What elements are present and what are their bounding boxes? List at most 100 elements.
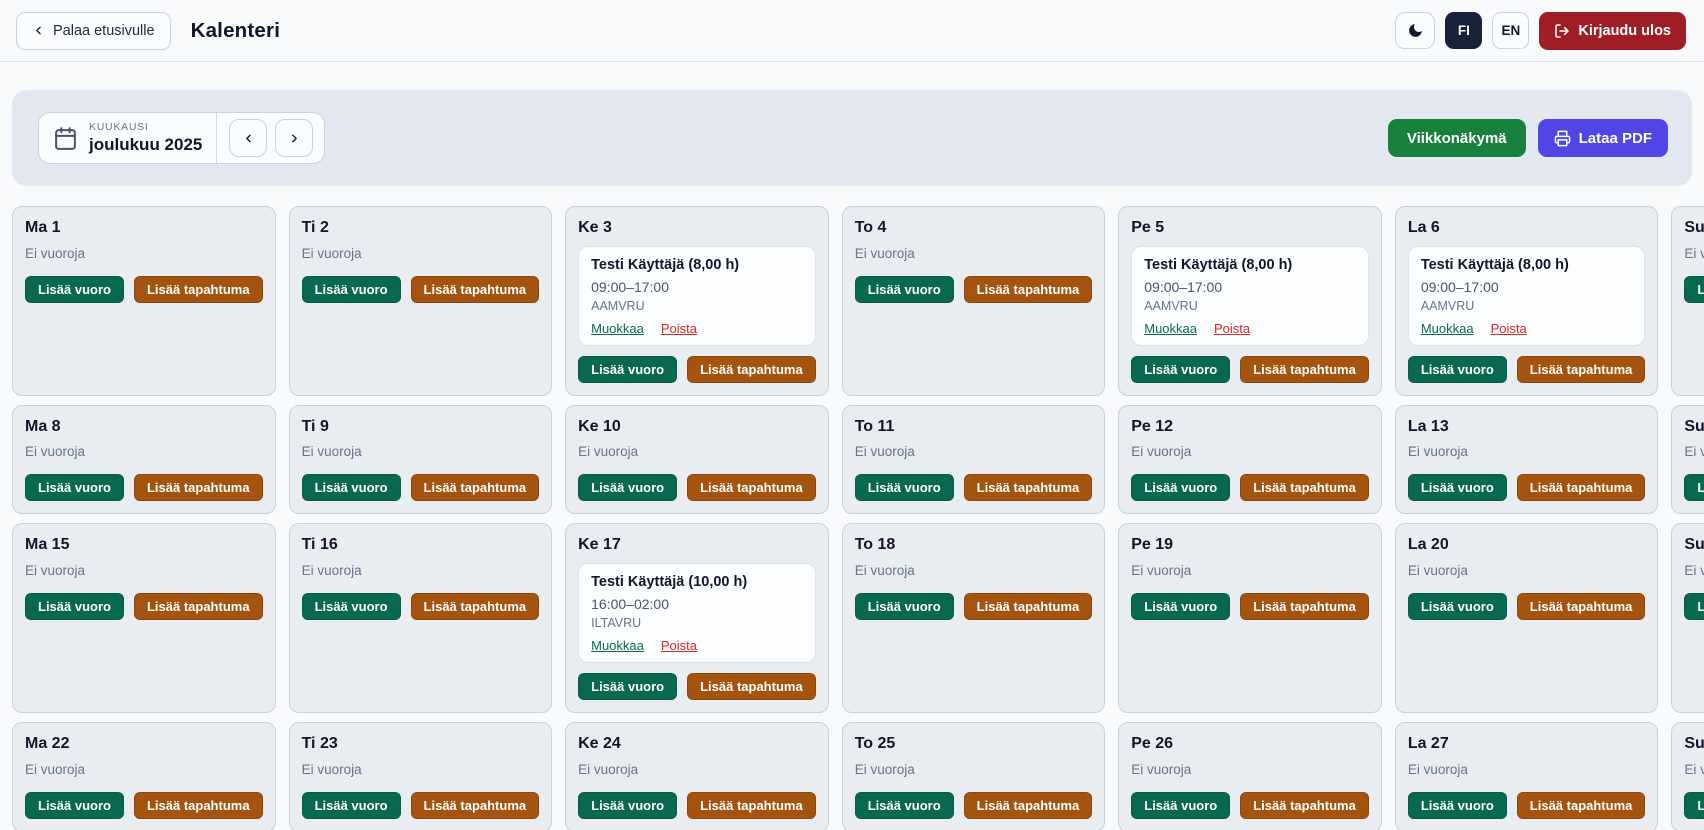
add-shift-button[interactable]: Lisää vuoro bbox=[854, 474, 954, 502]
day-buttons: Lisää vuoro Lisää tapahtuma bbox=[1131, 474, 1369, 502]
logout-button[interactable]: Kirjaudu ulos bbox=[1539, 11, 1686, 50]
add-event-button[interactable]: Lisää tapahtuma bbox=[687, 355, 816, 383]
chevron-right-icon bbox=[288, 132, 301, 145]
add-event-button[interactable]: Lisää tapahtuma bbox=[963, 791, 1093, 819]
previous-month-button[interactable] bbox=[229, 119, 268, 157]
day-cell: Ma 15 Ei vuoroja Lisää vuoro Lisää tapah… bbox=[12, 523, 276, 713]
add-event-button[interactable]: Lisää tapahtuma bbox=[1240, 791, 1369, 819]
language-button-fi[interactable]: FI bbox=[1445, 12, 1483, 49]
delete-shift-link[interactable]: Poista bbox=[660, 320, 698, 336]
back-button-label: Palaa etusivulle bbox=[53, 22, 155, 39]
add-shift-button[interactable]: Lisää vuoro bbox=[25, 474, 124, 502]
add-shift-button[interactable]: Lisää vuoro bbox=[578, 791, 678, 819]
add-shift-button[interactable]: Lisää vuoro bbox=[25, 593, 124, 621]
next-month-button[interactable] bbox=[275, 119, 314, 157]
edit-shift-link[interactable]: Muokkaa bbox=[591, 637, 644, 653]
add-shift-button[interactable]: Lisää vuoro bbox=[1407, 474, 1507, 502]
add-event-button[interactable]: Lisää tapahtuma bbox=[1516, 474, 1646, 502]
theme-toggle-button[interactable] bbox=[1395, 12, 1436, 49]
day-buttons: Lisää vuoro Lisää tapahtuma bbox=[301, 593, 540, 621]
day-label: Ma 22 bbox=[25, 734, 70, 752]
no-shifts-text: Ei vuoroja bbox=[301, 444, 362, 460]
add-shift-button[interactable]: Lisää vuoro bbox=[301, 474, 401, 502]
delete-shift-link[interactable]: Poista bbox=[1490, 320, 1527, 336]
add-shift-button[interactable]: Lisää vuoro bbox=[25, 275, 124, 303]
add-event-button[interactable]: Lisää tapahtuma bbox=[963, 593, 1093, 621]
add-shift-button[interactable]: Lisää vuoro bbox=[854, 275, 954, 303]
add-shift-button[interactable]: Lisää vuoro bbox=[1684, 593, 1704, 621]
add-event-button[interactable]: Lisää tapahtuma bbox=[687, 672, 816, 700]
day-content: Ei vuoroja bbox=[25, 440, 263, 474]
download-pdf-button[interactable]: Lataa PDF bbox=[1537, 119, 1668, 157]
add-event-button[interactable]: Lisää tapahtuma bbox=[1516, 593, 1646, 621]
add-event-button[interactable]: Lisää tapahtuma bbox=[1240, 474, 1369, 502]
add-shift-button[interactable]: Lisää vuoro bbox=[578, 474, 678, 502]
shift-links: Muokkaa Poista bbox=[1144, 321, 1356, 336]
day-cell: Ke 24 Ei vuoroja Lisää vuoro Lisää tapah… bbox=[565, 721, 829, 830]
add-shift-button[interactable]: Lisää vuoro bbox=[1131, 593, 1231, 621]
add-shift-button[interactable]: Lisää vuoro bbox=[1684, 474, 1704, 502]
add-event-button[interactable]: Lisää tapahtuma bbox=[410, 593, 540, 621]
day-buttons: Lisää vuoro Lisää tapahtuma bbox=[1684, 474, 1704, 502]
add-event-button[interactable]: Lisää tapahtuma bbox=[133, 593, 263, 621]
day-content: Ei vuoroja bbox=[855, 758, 1093, 792]
day-content: Ei vuoroja bbox=[1131, 758, 1369, 792]
shift-code: AAMVRU bbox=[1420, 298, 1475, 313]
add-event-button[interactable]: Lisää tapahtuma bbox=[410, 275, 540, 303]
add-shift-button[interactable]: Lisää vuoro bbox=[1407, 355, 1507, 383]
week-view-button[interactable]: Viikkonäkymä bbox=[1387, 119, 1526, 157]
add-shift-button[interactable]: Lisää vuoro bbox=[301, 275, 401, 303]
add-event-button[interactable]: Lisää tapahtuma bbox=[410, 474, 540, 502]
day-buttons: Lisää vuoro Lisää tapahtuma bbox=[854, 593, 1093, 621]
chevron-left-icon bbox=[242, 132, 255, 145]
no-shifts-text: Ei vuoroja bbox=[25, 245, 86, 261]
add-event-button[interactable]: Lisää tapahtuma bbox=[133, 275, 263, 303]
add-shift-button[interactable]: Lisää vuoro bbox=[1684, 791, 1704, 819]
delete-shift-link[interactable]: Poista bbox=[660, 637, 698, 653]
toolbar-actions: Viikkonäkymä Lataa PDF bbox=[1387, 119, 1668, 157]
add-shift-button[interactable]: Lisää vuoro bbox=[1407, 593, 1507, 621]
add-event-button[interactable]: Lisää tapahtuma bbox=[133, 791, 263, 819]
add-shift-button[interactable]: Lisää vuoro bbox=[1131, 474, 1231, 502]
add-shift-button[interactable]: Lisää vuoro bbox=[301, 593, 401, 621]
back-button[interactable]: Palaa etusivulle bbox=[16, 11, 171, 50]
no-shifts-text: Ei vuoroja bbox=[1684, 444, 1704, 460]
delete-shift-link[interactable]: Poista bbox=[1214, 320, 1251, 336]
header-actions: FI EN Kirjaudu ulos bbox=[1395, 11, 1686, 50]
add-event-button[interactable]: Lisää tapahtuma bbox=[687, 474, 816, 502]
add-shift-button[interactable]: Lisää vuoro bbox=[854, 593, 954, 621]
add-shift-button[interactable]: Lisää vuoro bbox=[1684, 275, 1704, 303]
language-button-en[interactable]: EN bbox=[1492, 12, 1530, 49]
app-header: Palaa etusivulle Kalenteri FI EN Kirjaud… bbox=[0, 0, 1704, 62]
edit-shift-link[interactable]: Muokkaa bbox=[1144, 320, 1197, 336]
add-event-button[interactable]: Lisää tapahtuma bbox=[963, 474, 1093, 502]
add-event-button[interactable]: Lisää tapahtuma bbox=[963, 275, 1093, 303]
add-shift-button[interactable]: Lisää vuoro bbox=[1131, 791, 1231, 819]
add-event-button[interactable]: Lisää tapahtuma bbox=[1240, 593, 1369, 621]
day-label: Pe 12 bbox=[1131, 417, 1174, 435]
add-event-button[interactable]: Lisää tapahtuma bbox=[410, 791, 540, 819]
add-shift-button[interactable]: Lisää vuoro bbox=[1131, 355, 1231, 383]
day-content: Ei vuoroja bbox=[1684, 559, 1704, 593]
add-event-button[interactable]: Lisää tapahtuma bbox=[1240, 355, 1369, 383]
day-content: Ei vuoroja bbox=[578, 758, 816, 792]
edit-shift-link[interactable]: Muokkaa bbox=[1420, 320, 1474, 336]
add-shift-button[interactable]: Lisää vuoro bbox=[578, 355, 678, 383]
add-event-button[interactable]: Lisää tapahtuma bbox=[1516, 791, 1646, 819]
edit-shift-link[interactable]: Muokkaa bbox=[591, 320, 644, 336]
day-cell: Pe 5 Testi Käyttäjä (8,00 h) 09:00–17:00… bbox=[1118, 206, 1382, 396]
add-event-button[interactable]: Lisää tapahtuma bbox=[133, 474, 263, 502]
no-shifts-text: Ei vuoroja bbox=[25, 563, 86, 579]
day-buttons: Lisää vuoro Lisää tapahtuma bbox=[301, 275, 540, 303]
add-event-button[interactable]: Lisää tapahtuma bbox=[687, 791, 816, 819]
add-shift-button[interactable]: Lisää vuoro bbox=[578, 672, 678, 700]
add-shift-button[interactable]: Lisää vuoro bbox=[854, 791, 954, 819]
add-shift-button[interactable]: Lisää vuoro bbox=[25, 791, 124, 819]
add-event-button[interactable]: Lisää tapahtuma bbox=[1516, 355, 1646, 383]
no-shifts-text: Ei vuoroja bbox=[1131, 761, 1192, 777]
day-content: Ei vuoroja bbox=[1131, 440, 1369, 474]
day-buttons: Lisää vuoro Lisää tapahtuma bbox=[1131, 791, 1369, 819]
add-shift-button[interactable]: Lisää vuoro bbox=[301, 791, 401, 819]
day-label: Ti 23 bbox=[301, 734, 338, 752]
add-shift-button[interactable]: Lisää vuoro bbox=[1407, 791, 1507, 819]
